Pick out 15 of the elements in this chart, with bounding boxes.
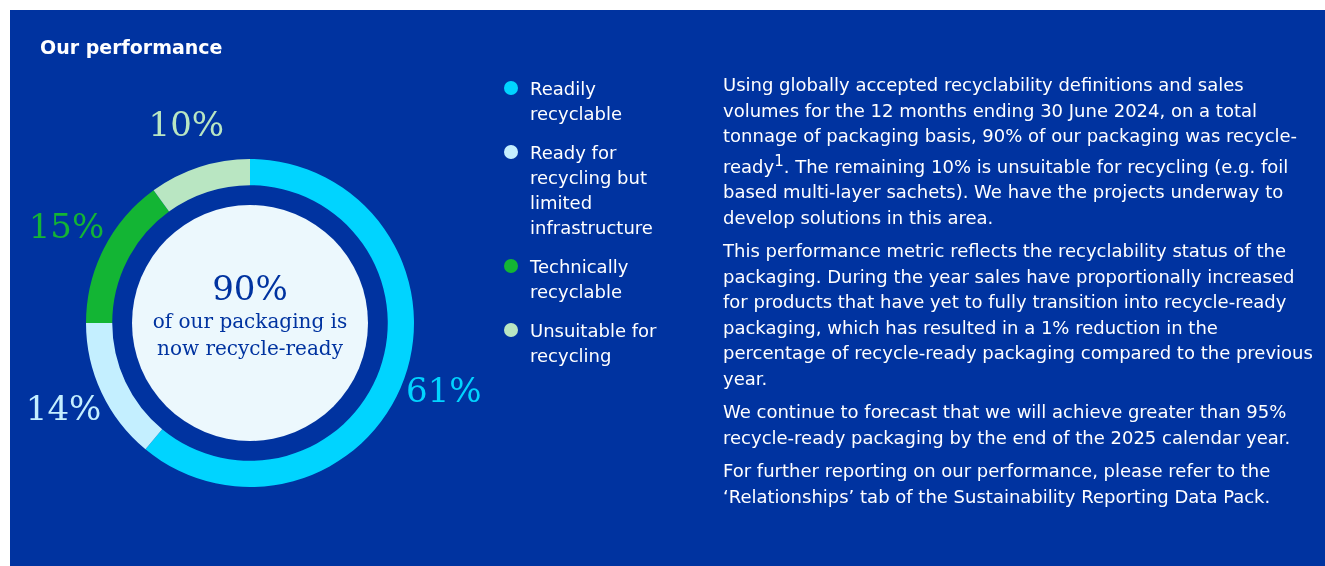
legend-label: Unsuitable for recycling <box>530 320 657 366</box>
text: For further reporting on our performance, please refer to the ‘Relationships’ tab of the Sustainability Reporting Data Pack. <box>723 459 1272 509</box>
legend-label: Technically recyclable <box>530 256 629 302</box>
data-label: 14% <box>25 387 102 428</box>
legend-label: Ready for recycling but limited infrastructure <box>530 142 653 238</box>
chart-title: Our performance <box>40 36 223 58</box>
data-label: 15% <box>28 206 105 247</box>
data-label: 61% <box>406 369 482 410</box>
data-label: 10% <box>148 103 225 144</box>
legend-label: Readily recyclable <box>530 78 623 124</box>
text: Using globally accepted recyclability definitions and sales volumes for the 12 months ending 30 June 2024, on a total tonnage of packaging basis, 90% of our packaging was recycle-ready$^{1}$. The remaining 10% is unsuitable for recycling (e.g. foil based multi-layer sachets). We have the projects underway to develop solutions in this area. <box>723 73 1299 230</box>
text: We continue to forecast that we will achieve greater than 95% recycle-ready packaging by the end of the 2025 calendar year. <box>723 400 1292 450</box>
text: 90% <box>211 268 289 308</box>
text: of our packaging is now recycle-ready <box>151 308 349 362</box>
text: This performance metric reflects the recyclability status of the packaging. During the year sales have proportionally increased for products that have yet to fully transition into recycle-ready packaging, which has resulted in a 1% reduction in the percentage of recycle-ready packaging compared to the previous year. <box>723 239 1314 391</box>
